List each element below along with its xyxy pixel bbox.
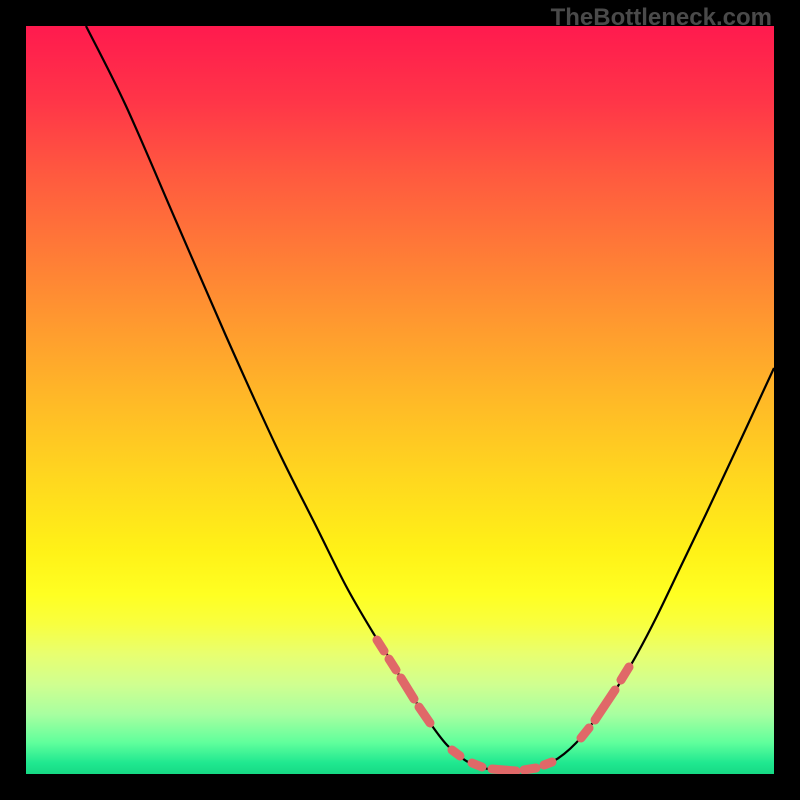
chart-frame — [23, 23, 777, 777]
chart-container: TheBottleneck.com — [0, 0, 800, 800]
watermark-text: TheBottleneck.com — [551, 4, 772, 32]
